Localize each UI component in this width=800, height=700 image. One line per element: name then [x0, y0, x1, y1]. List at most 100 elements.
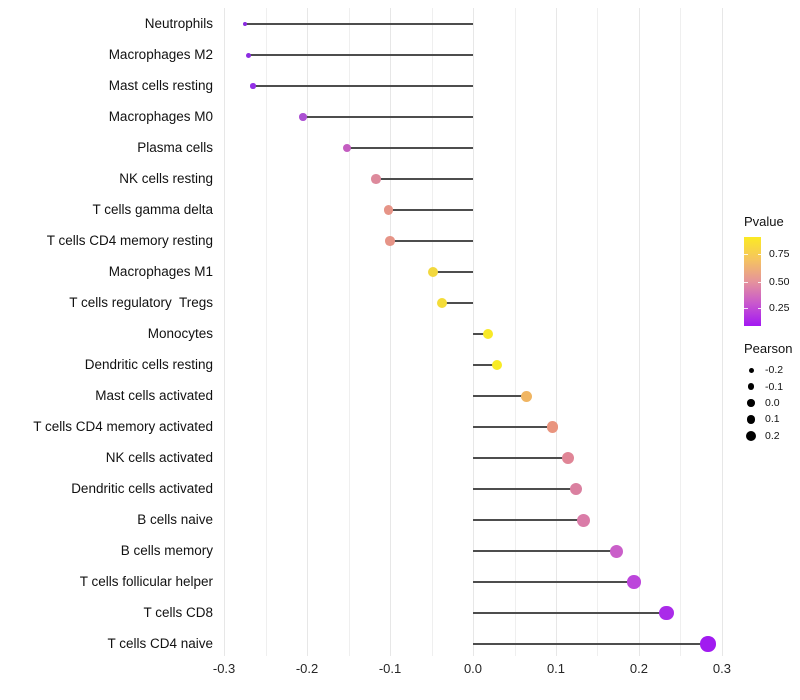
pearson-legend-label: -0.1	[765, 380, 784, 393]
gridline-major	[390, 8, 392, 656]
data-point	[521, 390, 533, 402]
gridline-minor	[265, 8, 267, 656]
data-point	[437, 298, 448, 308]
gradient-tick-mark	[744, 308, 748, 310]
y-axis-label: Monocytes	[147, 326, 213, 341]
pearson-legend-item: 0.1	[744, 411, 792, 427]
y-axis-label: T cells CD4 naive	[107, 636, 213, 651]
data-point	[627, 575, 641, 589]
lollipop-stem	[473, 333, 488, 335]
lollipop-stem	[473, 581, 634, 583]
y-axis-label: Mast cells resting	[108, 78, 213, 93]
gridline-minor	[680, 8, 682, 656]
data-point	[342, 143, 352, 153]
data-point	[610, 544, 624, 558]
pvalue-gradient-bar	[744, 237, 761, 326]
data-point	[700, 636, 716, 652]
x-axis-tick-label: -0.3	[212, 661, 236, 676]
data-point	[299, 113, 307, 121]
pearson-legend: Pearson -0.2 -0.1 0.0 0.1 0.2	[744, 341, 792, 444]
lollipop-stem	[473, 612, 667, 614]
pearson-legend-dot	[747, 399, 755, 407]
data-point	[561, 452, 574, 464]
pvalue-gradient-wrap: 0.75 0.50 0.25	[744, 237, 789, 326]
pearson-legend-item: -0.2	[744, 362, 792, 378]
data-point	[546, 421, 559, 433]
lollipop-stem	[248, 54, 473, 56]
pearson-legend-item: 0.2	[744, 428, 792, 444]
data-point	[245, 52, 251, 58]
gridline-major	[555, 8, 557, 656]
y-axis-label: T cells follicular helper	[79, 574, 213, 589]
data-point	[428, 267, 439, 277]
lollipop-stem	[473, 643, 708, 645]
data-point	[385, 236, 395, 246]
pvalue-tick-label: 0.75	[769, 247, 790, 260]
lollipop-stem	[244, 23, 473, 25]
y-axis-label: Neutrophils	[144, 16, 213, 31]
y-axis-label: T cells regulatory Tregs	[69, 295, 213, 310]
gridline-major	[224, 8, 226, 656]
lollipop-stem	[388, 209, 473, 211]
pearson-legend-dot	[747, 383, 755, 390]
y-axis-label: B cells memory	[120, 543, 213, 558]
pvalue-tick-label: 0.25	[769, 302, 790, 315]
y-axis-label: NK cells activated	[105, 450, 213, 465]
lollipop-stem	[346, 147, 473, 149]
x-axis-tick-label: 0.3	[712, 661, 731, 676]
pvalue-legend-title: Pvalue	[744, 214, 784, 229]
pearson-legend-dot	[748, 367, 754, 373]
pearson-legend-label: -0.2	[765, 364, 784, 377]
pearson-legend-dot-cell	[744, 396, 758, 410]
lollipop-stem	[473, 457, 568, 459]
lollipop-stem	[473, 519, 584, 521]
pearson-legend-label: 0.0	[765, 396, 780, 409]
pearson-legend-title: Pearson	[744, 341, 793, 356]
gradient-tick-mark	[744, 281, 748, 283]
pearson-legend-dot	[746, 415, 756, 424]
pearson-legend-dot-cell	[744, 363, 758, 377]
y-axis-label: Mast cells activated	[95, 388, 213, 403]
lollipop-stem	[302, 116, 473, 118]
x-axis-tick-label: 0.0	[463, 661, 483, 676]
x-axis-tick-label: 0.2	[629, 661, 648, 676]
y-axis-label: T cells CD8	[143, 605, 213, 620]
lollipop-stem	[442, 302, 473, 304]
pearson-legend-label: 0.2	[765, 429, 780, 442]
lollipop-stem	[390, 240, 473, 242]
pearson-legend-dot-cell	[744, 412, 758, 426]
x-axis-tick-label: -0.2	[295, 661, 319, 676]
lollipop-stem	[433, 271, 473, 273]
pearson-legend-item: 0.0	[744, 395, 792, 411]
pvalue-legend: Pvalue 0.75 0.50 0.25	[744, 214, 789, 326]
y-axis-label: NK cells resting	[119, 171, 213, 186]
data-point	[250, 83, 256, 89]
data-point	[576, 513, 590, 527]
y-axis-label: Plasma cells	[137, 140, 213, 155]
lollipop-stem	[473, 426, 553, 428]
y-axis-label: T cells CD4 memory activated	[33, 419, 213, 434]
y-axis-label: Dendritic cells resting	[84, 357, 213, 372]
gradient-tick-mark	[757, 308, 761, 310]
gridline-minor	[431, 8, 433, 656]
pearson-legend-items: -0.2 -0.1 0.0 0.1 0.2	[744, 362, 792, 444]
lollipop-stem	[473, 488, 576, 490]
pearson-legend-label: 0.1	[765, 413, 780, 426]
y-axis-label: Macrophages M0	[108, 109, 213, 124]
y-axis-label: Macrophages M2	[108, 47, 213, 62]
gradient-tick-mark	[744, 253, 748, 255]
plot-panel	[222, 8, 768, 656]
pearson-legend-item: -0.1	[744, 378, 792, 394]
gridline-minor	[348, 8, 350, 656]
gridline-minor	[597, 8, 599, 656]
gridline-major	[473, 8, 474, 656]
x-axis-tick-label: 0.1	[546, 661, 566, 676]
data-point	[383, 205, 394, 215]
lollipop-stem	[375, 178, 473, 180]
y-axis-label: Macrophages M1	[108, 264, 213, 279]
pearson-legend-dot	[746, 430, 756, 441]
data-point	[371, 174, 381, 184]
x-axis-tick-label: -0.1	[378, 661, 402, 676]
data-point	[482, 328, 494, 340]
